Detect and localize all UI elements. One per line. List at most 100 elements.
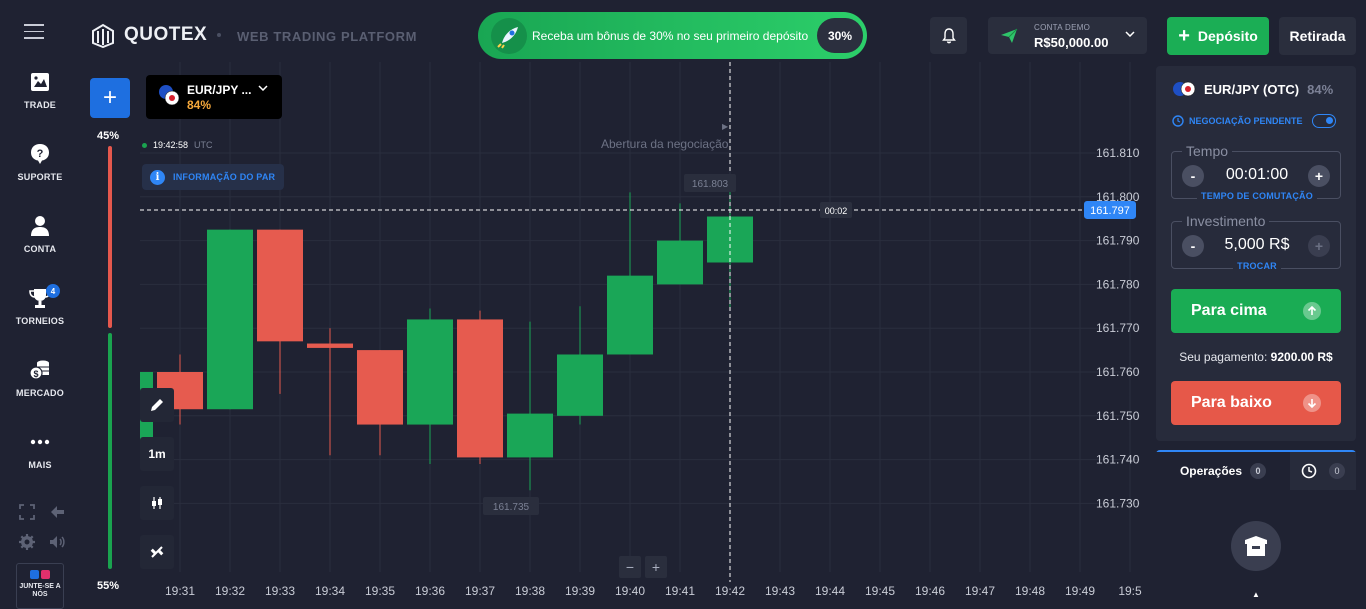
brand-separator (217, 33, 221, 37)
server-clock: 19:42:58 UTC (142, 140, 213, 150)
high-price-label: 161.803 (692, 179, 729, 190)
withdraw-button[interactable]: Retirada (1279, 17, 1356, 55)
sentiment-up-bar (108, 333, 112, 569)
nav-tools-row-2 (18, 533, 68, 553)
pair-info-button[interactable]: i INFORMAÇÃO DO PAR (142, 164, 284, 190)
fullscreen-icon[interactable] (18, 503, 36, 521)
candle-down (357, 350, 403, 425)
y-tick-label: 161.740 (1096, 453, 1140, 467)
join-us-button[interactable]: JUNTE-SE A NÓS (16, 563, 64, 609)
tab-operations[interactable]: Operações 0 (1156, 452, 1290, 490)
settings-gear-icon[interactable] (18, 533, 36, 551)
eur-jpy-flag-icon (1173, 81, 1196, 97)
nav-more[interactable]: MAIS (0, 430, 80, 470)
investment-value[interactable]: 5,000 R$ (1224, 236, 1290, 253)
bonus-banner[interactable]: Receba um bônus de 30% no seu primeiro d… (478, 12, 867, 59)
operations-list: ▲ (1156, 490, 1356, 609)
x-tick-label: 19:35 (365, 584, 395, 598)
x-tick-label: 19:49 (1065, 584, 1095, 598)
top-bar: QUOTEX WEB TRADING PLATFORM Receba um bô… (0, 0, 1366, 70)
x-tick-label: 19:41 (665, 584, 695, 598)
chevron-down-icon (1125, 31, 1135, 37)
expand-panel-icon[interactable]: ▲ (1252, 590, 1260, 599)
switch-time-link[interactable]: TEMPO DE COMUTAÇÃO (1172, 186, 1342, 204)
trade-open-arrow-icon: ▶ (722, 122, 729, 131)
payout-label: Seu pagamento: (1179, 350, 1268, 364)
buy-up-button[interactable]: Para cima (1171, 289, 1341, 333)
switch-time-label: TEMPO DE COMUTAÇÃO (1197, 191, 1317, 201)
pending-trade-label: NEGOCIAÇÃO PENDENTE (1189, 116, 1303, 126)
candle-down (307, 343, 353, 348)
chart-type-button[interactable] (140, 486, 174, 520)
plus-icon: + (1178, 25, 1190, 47)
investment-decrease-button[interactable]: - (1182, 235, 1204, 257)
nav-support[interactable]: ? SUPORTE (0, 142, 80, 182)
info-icon: i (150, 169, 165, 185)
pending-trade-toggle[interactable]: NEGOCIAÇÃO PENDENTE (1172, 114, 1336, 128)
panel-pair: EUR/JPY (OTC) 84% (1172, 80, 1333, 98)
paper-plane-icon (1001, 28, 1018, 43)
sell-down-button[interactable]: Para baixo (1171, 381, 1341, 425)
x-tick-label: 19:34 (315, 584, 345, 598)
investment-increase-button[interactable]: + (1308, 235, 1330, 257)
current-price-tag (1084, 200, 1136, 219)
x-tick-label: 19:36 (415, 584, 445, 598)
countdown-label: 00:02 (825, 206, 848, 216)
change-investment-link[interactable]: TROCAR (1172, 256, 1342, 274)
help-icon: ? (31, 144, 49, 164)
candle-up (207, 229, 253, 410)
candlestick-icon (152, 497, 162, 509)
price-chart[interactable]: 161.810 161.800 161.790 161.780 161.770 161.7… (140, 62, 1148, 609)
deposit-button[interactable]: + Depósito (1167, 17, 1269, 55)
bonus-text: Receba um bônus de 30% no seu primeiro d… (532, 28, 809, 43)
candle-up (607, 275, 653, 355)
countdown-tag (820, 201, 852, 218)
y-tick-label: 161.780 (1096, 277, 1140, 291)
y-tick-label: 161.760 (1096, 365, 1140, 379)
svg-text:$: $ (33, 369, 38, 379)
pair-info-label: INFORMAÇÃO DO PAR (173, 172, 276, 182)
y-tick-label: 161.810 (1096, 146, 1140, 160)
nav-trade[interactable]: TRADE (0, 70, 80, 110)
low-price-label: 161.735 (493, 502, 530, 513)
indicators-button[interactable] (140, 535, 174, 569)
time-increase-button[interactable]: + (1308, 165, 1330, 187)
zoom-in-button[interactable]: + (645, 556, 667, 578)
y-tick-label: 161.800 (1096, 190, 1140, 204)
operations-panel: Operações 0 0 ▲ (1156, 450, 1356, 609)
nav-account[interactable]: CONTA (0, 214, 80, 254)
account-balance: R$50,000.00 (1034, 35, 1109, 50)
add-chart-button[interactable]: + (90, 78, 130, 118)
operations-count: 0 (1250, 463, 1267, 479)
pair-selector-name: EUR/JPY ... (187, 83, 252, 97)
more-dots-icon (30, 439, 50, 445)
buy-up-label: Para cima (1191, 302, 1267, 319)
tab-history[interactable]: 0 (1290, 452, 1356, 490)
x-tick-label: 19:45 (865, 584, 895, 598)
time-decrease-button[interactable]: - (1182, 165, 1204, 187)
notifications-button[interactable] (930, 17, 967, 54)
brand-logo[interactable]: QUOTEX (90, 22, 207, 48)
left-sidebar: TRADE ? SUPORTE CONTA 4 TORNEIOS (0, 70, 82, 609)
back-arrow-icon[interactable] (48, 503, 66, 521)
sound-icon[interactable] (48, 533, 66, 551)
investment-field[interactable]: Investimento - 5,000 R$ + TROCAR (1171, 213, 1341, 271)
pending-trade-switch[interactable] (1311, 114, 1336, 128)
draw-tool-button[interactable] (140, 388, 174, 422)
satellite-icon (150, 546, 164, 558)
sell-down-label: Para baixo (1191, 394, 1272, 411)
nav-more-label: MAIS (28, 460, 52, 470)
account-selector[interactable]: CONTA DEMO R$50,000.00 (988, 17, 1147, 54)
time-value[interactable]: 00:01:00 (1225, 166, 1289, 183)
facebook-icon (30, 570, 39, 579)
pair-selector[interactable]: EUR/JPY ... 84% (146, 75, 282, 119)
zoom-out-button[interactable]: − (619, 556, 641, 578)
nav-market[interactable]: $ MERCADO (0, 358, 80, 398)
sentiment-down-bar (108, 146, 112, 328)
timeframe-button[interactable]: 1m (140, 437, 174, 471)
nav-tournaments[interactable]: 4 TORNEIOS (0, 284, 80, 326)
arrow-up-icon (1303, 302, 1321, 320)
menu-icon[interactable] (24, 24, 44, 39)
time-field[interactable]: Tempo - 00:01:00 + TEMPO DE COMUTAÇÃO (1171, 143, 1341, 201)
